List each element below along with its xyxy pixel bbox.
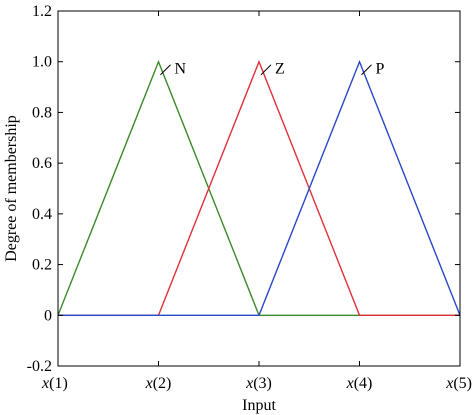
- y-tick-label: 0.8: [32, 104, 52, 121]
- x-tick-label: x(4): [346, 375, 373, 392]
- y-axis-title: Degree of membership: [3, 115, 20, 262]
- series-line-z: [58, 59, 460, 316]
- x-tick-label: x(5): [445, 375, 472, 392]
- x-tick-label: x(1): [41, 375, 68, 392]
- y-tick-label: 0.2: [32, 257, 52, 274]
- y-tick-label: 0: [44, 307, 52, 324]
- series-label-leader: [160, 64, 171, 76]
- x-axis-title: Input: [242, 397, 276, 414]
- series-label-z: Z: [275, 61, 285, 78]
- y-tick-label: 0.4: [32, 206, 52, 223]
- y-tick-label: -0.2: [27, 358, 52, 375]
- x-tick-label: x(3): [245, 375, 272, 392]
- ticks-layer: [57, 10, 461, 367]
- y-tick-label: 1.2: [32, 3, 52, 20]
- series-label-n: N: [175, 61, 187, 78]
- series-layer: [57, 59, 461, 316]
- plot-frame: [57, 10, 461, 367]
- x-tick-label: x(2): [145, 375, 172, 392]
- series-line-p: [58, 59, 461, 316]
- series-line-n: [57, 59, 460, 316]
- y-tick-label: 0.6: [32, 155, 52, 172]
- y-tick-label: 1.0: [32, 54, 52, 71]
- series-label-leader: [361, 64, 372, 76]
- series-label-leader: [260, 64, 272, 76]
- labels-layer: -0.2 0 0.2 0.4 0.6 0.8 1.0 1.2 x(1) x(2) x(3) x(4) x…: [27, 3, 472, 392]
- series-label-p: P: [376, 61, 385, 78]
